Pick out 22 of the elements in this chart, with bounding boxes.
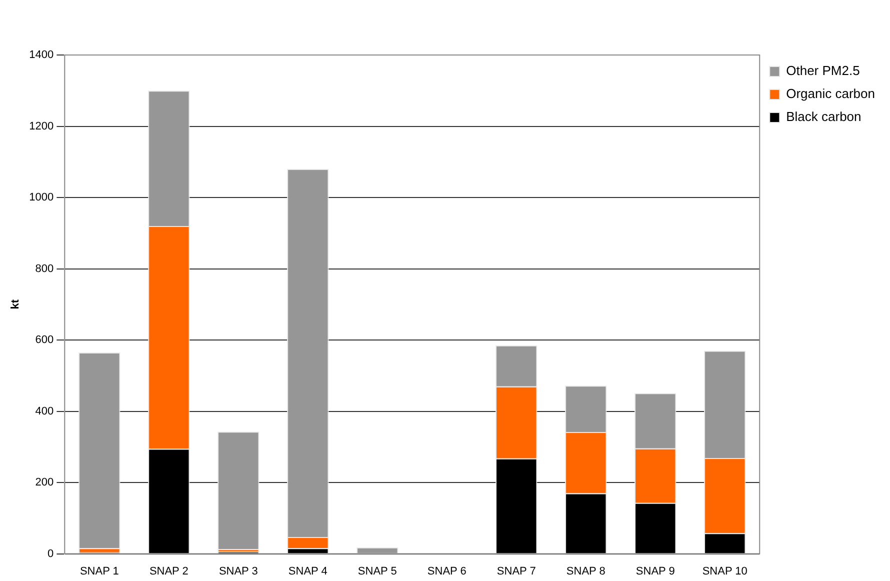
legend-label: Black carbon: [786, 109, 862, 124]
y-axis-title: kt: [10, 299, 22, 310]
y-tick-label: 1400: [29, 49, 54, 62]
y-tick-label: 400: [35, 405, 54, 418]
legend-label: Organic carbon: [786, 86, 876, 102]
y-tick-label: 200: [35, 476, 54, 489]
x-tick-label: SNAP 2: [149, 565, 188, 578]
x-tick-label: SNAP 8: [566, 565, 606, 578]
x-tick-label: SNAP 7: [496, 565, 536, 578]
x-tick-label: SNAP 1: [80, 565, 119, 578]
y-tick-label: 800: [35, 262, 54, 275]
y-tick-label: 0: [48, 548, 54, 560]
legend-label: Other PM2.5: [786, 63, 860, 78]
x-tick-label: SNAP 6: [427, 565, 466, 578]
x-tick-label: SNAP 4: [288, 565, 328, 578]
y-tick-label: 600: [35, 334, 54, 346]
y-tick-label: 1200: [29, 120, 54, 132]
y-tick-label: 1000: [29, 192, 54, 204]
x-tick-label: SNAP 10: [702, 565, 748, 578]
x-tick-label: SNAP 9: [636, 565, 675, 578]
x-tick-label: SNAP 5: [358, 565, 397, 578]
x-tick-label: SNAP 3: [218, 565, 258, 578]
